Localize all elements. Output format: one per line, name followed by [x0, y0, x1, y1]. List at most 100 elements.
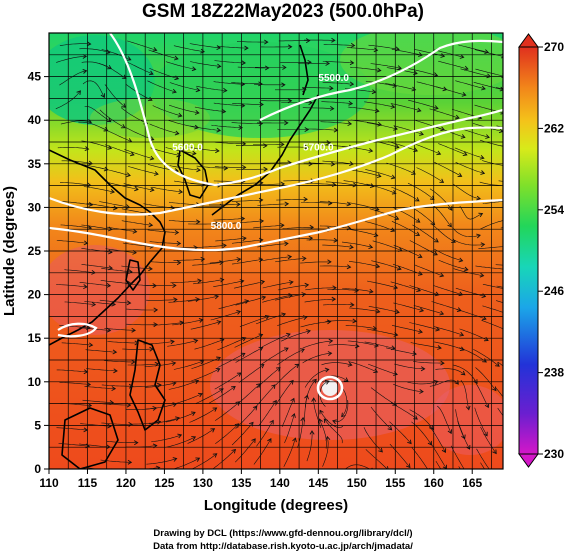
streamline — [457, 420, 470, 450]
streamline — [170, 280, 202, 284]
streamline — [482, 284, 503, 289]
streamline-arrowhead — [149, 187, 155, 193]
streamline-arrowhead — [318, 418, 323, 424]
streamline-arrowhead — [241, 141, 247, 147]
streamline-arrowhead — [174, 130, 180, 136]
streamline — [453, 364, 478, 384]
streamline — [235, 406, 258, 429]
streamline-arrowhead — [216, 356, 221, 362]
streamline — [84, 386, 116, 389]
streamline-arrowhead — [258, 333, 264, 339]
streamline-arrowhead — [346, 264, 352, 270]
streamline-arrowhead — [195, 457, 201, 462]
streamline — [348, 106, 379, 112]
streamline-arrowhead — [458, 257, 464, 263]
streamline — [172, 457, 200, 469]
streamline — [276, 199, 308, 201]
streamline — [434, 161, 462, 177]
streamline-arrowhead — [249, 421, 254, 427]
streamline — [299, 141, 331, 144]
streamline-arrowhead — [264, 65, 270, 71]
streamline-arrowhead — [87, 225, 93, 231]
streamline-arrowhead — [447, 206, 453, 211]
streamline-arrowhead — [435, 326, 441, 332]
streamline-arrowhead — [331, 182, 337, 188]
streamline-arrowhead — [418, 329, 423, 334]
streamline — [125, 445, 157, 448]
streamline — [302, 352, 332, 364]
streamline-arrowhead — [350, 42, 356, 48]
contour-5600 — [109, 33, 503, 187]
streamline — [187, 295, 219, 302]
streamline — [476, 448, 490, 469]
streamline — [194, 339, 224, 350]
streamline-arrowhead — [341, 412, 346, 418]
streamline-arrowhead — [413, 415, 418, 420]
streamline — [149, 241, 181, 244]
streamline — [473, 349, 500, 367]
streamline-arrowhead — [458, 291, 464, 297]
streamline-arrowhead — [506, 244, 510, 248]
streamline-arrowhead — [126, 402, 132, 408]
streamline — [411, 421, 432, 446]
streamline-arrowhead — [418, 52, 423, 57]
streamline — [211, 124, 243, 128]
streamline — [81, 248, 112, 253]
streamline-arrowhead — [302, 87, 307, 93]
streamline-arrowhead — [440, 360, 445, 366]
streamline — [262, 281, 293, 289]
streamline — [410, 342, 442, 349]
contour-5500 — [259, 39, 503, 121]
streamline — [392, 207, 420, 223]
streamline-arrowhead — [275, 367, 281, 372]
streamline — [473, 380, 489, 408]
streamline-arrowhead — [368, 148, 374, 153]
streamline-arrowhead — [127, 138, 133, 143]
streamline-arrowhead — [506, 145, 510, 149]
streamline — [148, 417, 180, 425]
streamline-arrowhead — [349, 81, 355, 87]
streamline — [342, 288, 373, 293]
streamline-arrowhead — [86, 41, 92, 47]
streamline-arrowhead — [91, 301, 97, 307]
streamline — [78, 121, 108, 131]
streamline — [480, 426, 497, 454]
x-tick-label: 120 — [116, 476, 136, 490]
streamline — [231, 82, 262, 85]
streamline — [234, 334, 263, 348]
streamline — [215, 401, 240, 421]
streamline-arrowhead — [240, 81, 246, 87]
streamline-arrowhead — [240, 352, 246, 358]
streamline — [275, 258, 306, 263]
streamline — [370, 63, 402, 69]
streamline — [475, 265, 503, 270]
colorbar-tick-label: 254 — [544, 203, 564, 217]
streamline — [479, 139, 503, 147]
streamline — [146, 458, 177, 465]
streamline-arrowhead — [269, 419, 274, 425]
streamline-arrowhead — [172, 457, 178, 462]
streamline-arrowhead — [373, 368, 379, 374]
contour-label: 5700.0 — [303, 143, 334, 154]
streamline-arrowhead — [86, 325, 91, 331]
streamline — [261, 333, 291, 348]
streamline-arrowhead — [171, 361, 177, 366]
streamline — [454, 239, 485, 246]
streamline — [319, 201, 351, 205]
streamline — [433, 248, 463, 262]
streamline — [79, 443, 110, 448]
streamline — [313, 398, 322, 428]
streamline-arrowhead — [218, 388, 224, 393]
streamline — [393, 244, 422, 258]
streamline-arrowhead — [305, 38, 311, 44]
streamline — [495, 87, 503, 90]
streamline-arrowhead — [271, 384, 276, 389]
streamline-arrowhead — [326, 319, 332, 325]
streamline-arrowhead — [148, 266, 153, 272]
streamline-arrowhead — [349, 161, 354, 167]
streamline-arrowhead — [259, 218, 265, 224]
streamline-arrowhead — [494, 484, 498, 488]
streamline — [409, 205, 435, 225]
streamline — [79, 48, 110, 53]
streamline — [86, 368, 118, 372]
